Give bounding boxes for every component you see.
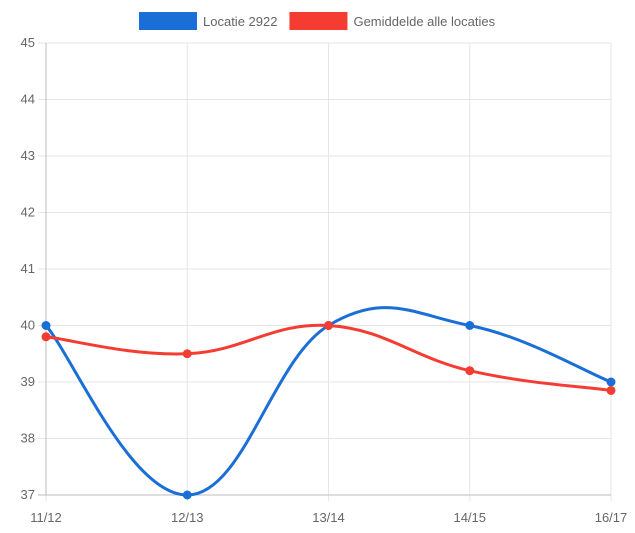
legend-item-1[interactable]: Gemiddelde alle locaties [289, 12, 496, 30]
data-point[interactable] [41, 332, 51, 342]
legend-label: Gemiddelde alle locaties [353, 14, 495, 29]
data-point[interactable] [324, 321, 333, 330]
y-axis-tick-labels: 37 38 39 40 41 42 43 44 45 [21, 35, 35, 502]
x-tick-label: 14/15 [453, 510, 486, 525]
y-tick-label: 40 [21, 318, 35, 333]
data-point[interactable] [606, 377, 616, 387]
legend-label: Locatie 2922 [203, 14, 277, 29]
legend-swatch [289, 12, 348, 30]
data-point[interactable] [182, 349, 192, 359]
legend: Locatie 2922 Gemiddelde alle locaties [139, 12, 496, 30]
data-point[interactable] [465, 366, 475, 376]
series-points [41, 321, 616, 500]
axes [38, 43, 611, 496]
legend-swatch [139, 12, 197, 30]
x-tick-label: 16/17 [595, 510, 628, 525]
y-tick-label: 43 [21, 148, 35, 163]
grid-lines [38, 42, 612, 501]
data-point[interactable] [182, 490, 192, 500]
y-tick-label: 42 [21, 205, 35, 220]
data-point[interactable] [606, 385, 616, 395]
y-tick-label: 45 [21, 35, 35, 50]
data-point[interactable] [41, 321, 51, 330]
data-point[interactable] [465, 321, 475, 330]
x-tick-label: 11/12 [30, 510, 62, 525]
y-tick-label: 41 [21, 261, 35, 276]
legend-item-0[interactable]: Locatie 2922 [139, 12, 277, 30]
x-axis-tick-labels: 11/12 12/13 13/14 14/15 16/17 [30, 510, 627, 525]
x-tick-label: 12/13 [171, 510, 204, 525]
y-tick-label: 44 [21, 92, 35, 107]
x-tick-label: 13/14 [312, 510, 345, 525]
y-tick-label: 37 [21, 487, 35, 502]
y-tick-label: 39 [21, 374, 35, 389]
y-tick-label: 38 [21, 431, 35, 446]
series-line-0 [44, 306, 613, 497]
